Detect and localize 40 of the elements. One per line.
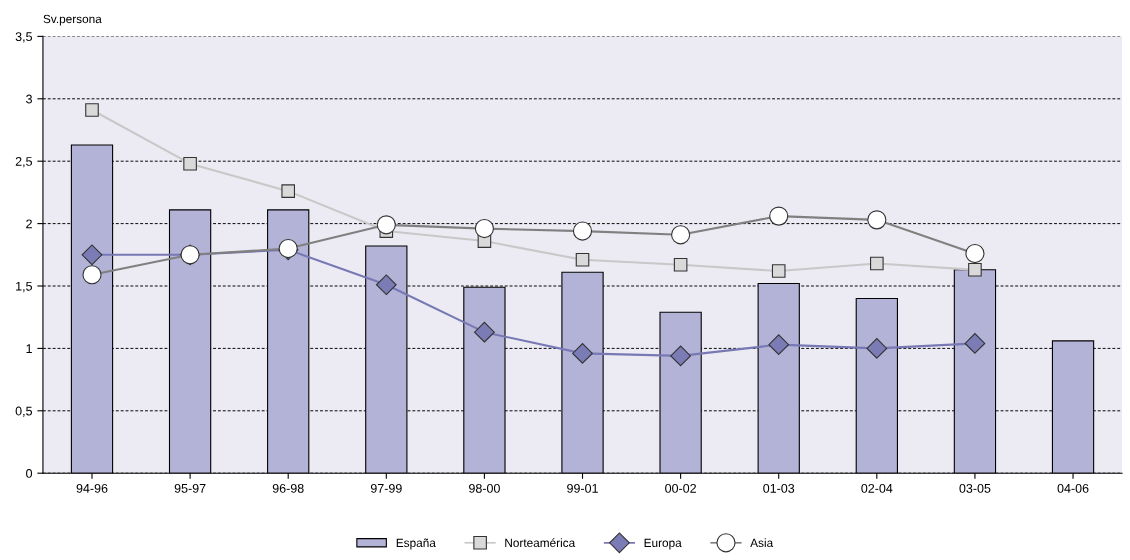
point	[281, 184, 296, 198]
x-tick-label: 97-99	[370, 483, 402, 493]
x-tick-label: 04-06	[1057, 483, 1089, 493]
x-tick-label: 94-96	[76, 483, 108, 493]
y-tick-label: 2	[26, 219, 32, 229]
point	[964, 333, 986, 354]
x-tick-label: 01-03	[763, 483, 795, 493]
legend-label: Europa	[644, 538, 682, 550]
point	[768, 334, 790, 356]
legend-label: Asia	[750, 538, 774, 548]
point	[375, 274, 397, 296]
x-tick-label: 96-98	[272, 483, 304, 493]
y-tick-label: 0	[26, 469, 33, 478]
y-tick-label: 1,5	[16, 281, 32, 293]
x-tick-label: 95-97	[174, 483, 206, 493]
y-tick-label: 2,5	[15, 157, 32, 168]
y-tick-label: 3	[26, 94, 32, 104]
x-tick-label: 98-00	[469, 483, 500, 493]
point	[85, 103, 99, 117]
x-tick-label: 99-01	[567, 483, 598, 493]
y-axis-title: Sv.persona	[43, 14, 102, 26]
point	[673, 257, 688, 272]
point	[866, 338, 888, 359]
point	[575, 252, 590, 267]
x-tick-label: 02-04	[861, 483, 893, 493]
point	[870, 256, 884, 271]
x-tick-label: 03-05	[959, 483, 991, 493]
x-tick-label: 00-02	[665, 483, 696, 493]
legend-label: Norteamérica	[505, 538, 576, 548]
point	[572, 343, 593, 364]
legend-label: España	[396, 538, 436, 550]
point	[968, 262, 982, 277]
point	[474, 321, 495, 343]
point	[670, 345, 691, 367]
y-tick-label: 0,5	[15, 406, 32, 417]
point	[183, 156, 197, 171]
point	[771, 264, 786, 278]
point	[81, 244, 103, 266]
y-tick-label: 3,5	[15, 32, 32, 43]
y-tick-label: 1	[26, 344, 32, 353]
